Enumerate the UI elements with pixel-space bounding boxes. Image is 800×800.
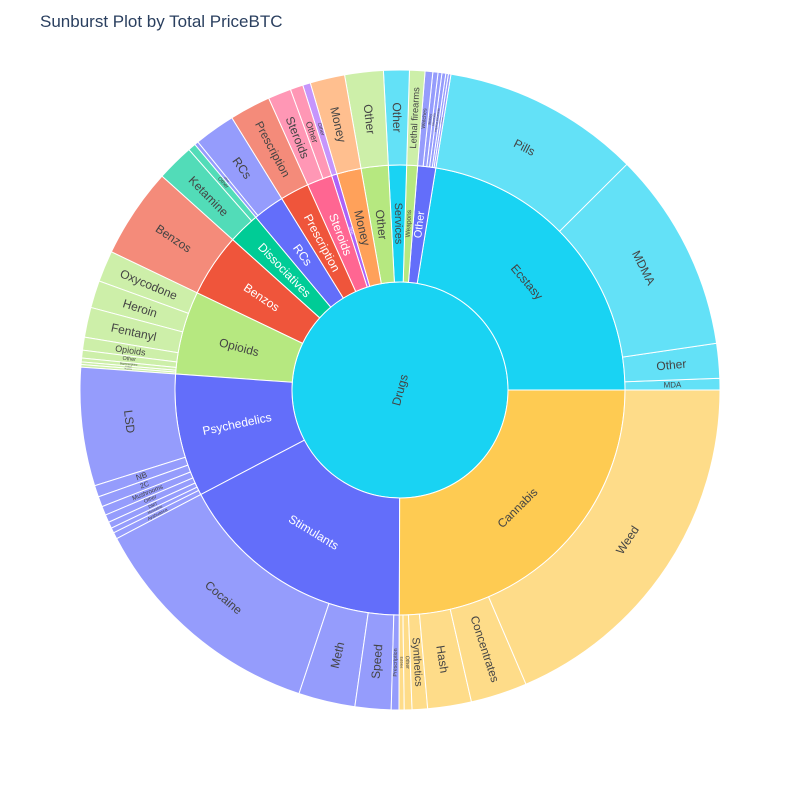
sunburst-category-14-child-1-label: Meth	[328, 641, 348, 670]
sunburst-category-14-child-3-label: Prescription	[393, 648, 399, 676]
sunburst-category-1-child-4-label: Money	[428, 113, 433, 124]
sunburst-category-6-child-0-label: Other	[316, 122, 326, 137]
sunburst-category-12-child-6-label: Codeine	[125, 366, 132, 369]
sunburst-category-12-child-4-label: Other	[122, 356, 136, 363]
sunburst-category-15-child-3-label: Hash	[433, 644, 451, 674]
sunburst-category-13-child-5-label: DMT	[148, 501, 159, 510]
sunburst-category-0-child-0-label: MDA	[663, 380, 682, 389]
sunburst-category-13-child-1-label: NB	[135, 470, 148, 482]
sunburst-category-2-child-0-label: Lethal firearms	[408, 87, 421, 149]
sunburst-category-12-child-5-label: Buprenorphine	[120, 361, 138, 367]
sunburst-category-13-child-2-label: 2C	[139, 480, 150, 491]
sunburst-category-3-child-0-label: Other	[390, 102, 404, 132]
chart-title: Sunburst Plot by Total PriceBTC	[40, 12, 283, 31]
sunburst-category-15-child-1-label: Other	[404, 656, 410, 670]
sunburst-category-4-label: Other	[373, 209, 390, 240]
sunburst-category-13-child-4-label: Other	[143, 494, 158, 505]
sunburst-category-1-child-5-label: Watches	[421, 108, 429, 129]
sunburst-category-15-child-0-label: Edibles	[399, 657, 403, 669]
sunburst-category-6-label: Other	[348, 226, 354, 236]
sunburst-category-15-child-2-label: Synthetics	[409, 637, 424, 687]
sunburst-category-9-child-1-label: Other	[223, 176, 230, 184]
sunburst-category-1-child-3-label: Electronics	[431, 112, 437, 126]
sunburst-category-1-child-1-label: eBooks	[439, 117, 442, 123]
sunburst-category-4-child-0-label: Other	[361, 104, 378, 135]
sunburst-category-13-child-6-label: Mescaline	[147, 504, 163, 515]
sunburst-category-0-child-1-label: Other	[656, 357, 687, 374]
sunburst-category-3-label: Services	[392, 203, 404, 245]
sunburst-category-15-child-5[interactable]	[487, 389, 721, 685]
sunburst-category-1-child-2-label: Physical documents	[433, 107, 440, 132]
sunburst-category-14-child-2-label: Speed	[369, 644, 386, 680]
sunburst-category-1-child-0-label: Accounts	[440, 117, 444, 125]
sunburst-category-1-label: Other	[412, 210, 427, 239]
sunburst-category-13-child-0-label: LSD	[121, 409, 138, 434]
sunburst-category-2-label: Weapons	[405, 209, 414, 237]
sunburst-category-12-child-7-label: Morphine	[124, 368, 132, 371]
sunburst-category-12-child-3-label: Opioids	[115, 343, 147, 357]
